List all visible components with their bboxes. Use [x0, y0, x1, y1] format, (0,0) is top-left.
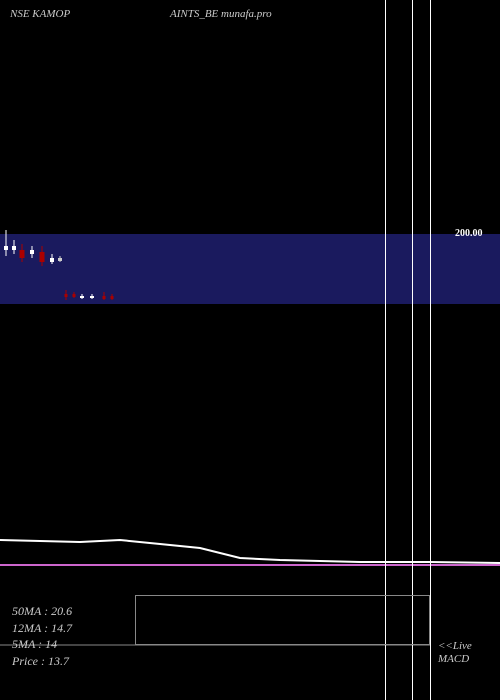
stat-5ma: 5MA : 14 [12, 636, 72, 653]
ticker-source: AINTS_BE munafa.pro [170, 8, 272, 20]
stat-price: Price : 13.7 [12, 653, 72, 670]
stock-chart: 200.00 [0, 0, 500, 700]
macd-live-text: <<Live [438, 640, 472, 653]
macd-panel [135, 595, 430, 645]
ticker-exchange: NSE KAMOP [10, 8, 70, 20]
macd-label: <<Live MACD [438, 640, 472, 666]
macd-text: MACD [438, 653, 472, 666]
stat-12ma: 12MA : 14.7 [12, 620, 72, 637]
price-axis-label: 200.00 [455, 228, 483, 239]
stat-50ma: 50MA : 20.6 [12, 603, 72, 620]
ma-stats: 50MA : 20.6 12MA : 14.7 5MA : 14 Price :… [12, 603, 72, 670]
